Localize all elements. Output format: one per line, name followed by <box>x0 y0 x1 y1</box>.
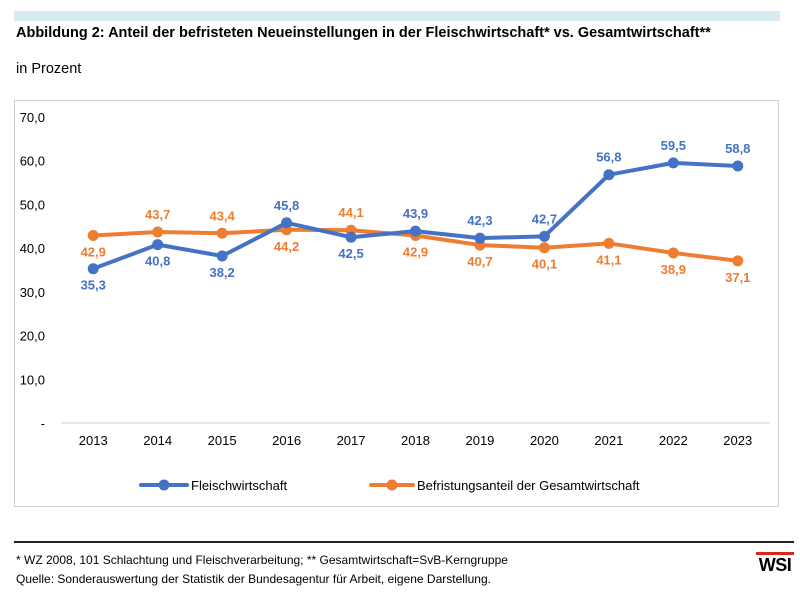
logo-text: WSI <box>758 555 792 575</box>
x-tick-label: 2013 <box>79 433 108 448</box>
data-point <box>603 169 615 181</box>
data-point <box>732 255 744 267</box>
x-tick-label: 2022 <box>659 433 688 448</box>
data-label: 43,9 <box>403 206 428 221</box>
data-point <box>216 227 228 239</box>
x-tick-label: 2016 <box>272 433 301 448</box>
data-point <box>345 231 357 243</box>
x-tick-label: 2018 <box>401 433 430 448</box>
footnote: * WZ 2008, 101 Schlachtung und Fleischve… <box>16 553 508 567</box>
y-tick-label: 20,0 <box>20 329 45 344</box>
data-label: 43,7 <box>145 207 170 222</box>
data-label: 44,2 <box>274 239 299 254</box>
x-tick-label: 2019 <box>465 433 494 448</box>
data-label: 40,8 <box>145 254 170 269</box>
data-label: 42,5 <box>338 246 363 261</box>
data-label: 59,5 <box>661 138 686 153</box>
legend-label: Fleischwirtschaft <box>191 478 287 493</box>
data-point <box>667 247 679 259</box>
data-label: 45,8 <box>274 198 299 213</box>
source-note: Quelle: Sonderauswertung der Statistik d… <box>16 572 491 586</box>
legend-marker <box>158 479 170 491</box>
legend-marker <box>386 479 398 491</box>
data-label: 40,7 <box>467 254 492 269</box>
y-tick-label: 50,0 <box>20 197 45 212</box>
data-point <box>667 157 679 169</box>
chart-title: Abbildung 2: Anteil der befristeten Neue… <box>16 25 711 41</box>
x-tick-label: 2014 <box>143 433 172 448</box>
data-point <box>152 226 164 238</box>
wsi-logo: WSI <box>756 552 794 576</box>
legend-label: Befristungsanteil der Gesamtwirtschaft <box>417 478 640 493</box>
logo-bar <box>756 552 794 555</box>
data-label: 37,1 <box>725 270 750 285</box>
data-label: 44,1 <box>338 205 363 220</box>
y-tick-label: 70,0 <box>20 110 45 125</box>
y-tick-label: 60,0 <box>20 154 45 169</box>
data-point <box>474 232 486 244</box>
data-label: 42,7 <box>532 211 557 226</box>
x-tick-label: 2023 <box>723 433 752 448</box>
data-point <box>410 225 421 237</box>
data-point <box>538 230 550 242</box>
data-label: 40,1 <box>532 257 557 272</box>
data-label: 38,2 <box>209 265 234 280</box>
data-point <box>538 242 550 254</box>
data-point <box>152 239 164 251</box>
x-tick-label: 2021 <box>594 433 623 448</box>
data-label: 42,9 <box>81 244 106 259</box>
x-tick-label: 2017 <box>337 433 366 448</box>
y-tick-label: 30,0 <box>20 285 45 300</box>
data-point <box>281 217 293 229</box>
data-point <box>216 250 228 262</box>
footer-divider <box>14 541 794 543</box>
data-label: 56,8 <box>596 150 621 165</box>
data-label: 41,1 <box>596 252 621 267</box>
y-tick-label: 10,0 <box>20 372 45 387</box>
data-label: 38,9 <box>661 262 686 277</box>
y-tick-label: - <box>41 416 45 431</box>
data-label: 58,8 <box>725 141 750 156</box>
data-label: 35,3 <box>81 278 106 293</box>
header-band <box>14 11 780 21</box>
chart-subtitle: in Prozent <box>16 61 82 77</box>
data-point <box>87 229 99 241</box>
data-label: 42,3 <box>467 213 492 228</box>
chart-area: - 10,0 20,0 30,0 40,0 50,0 60,0 70,0 2013 2014 201… <box>14 100 779 507</box>
y-tick-label: 40,0 <box>20 241 45 256</box>
data-point <box>87 263 99 275</box>
data-label: 43,4 <box>209 208 235 223</box>
data-point <box>732 160 744 172</box>
x-tick-label: 2015 <box>208 433 237 448</box>
data-point <box>603 237 615 249</box>
data-label: 42,9 <box>403 244 428 259</box>
line-chart: - 10,0 20,0 30,0 40,0 50,0 60,0 70,0 2013 2014 201… <box>20 110 770 493</box>
x-tick-label: 2020 <box>530 433 559 448</box>
